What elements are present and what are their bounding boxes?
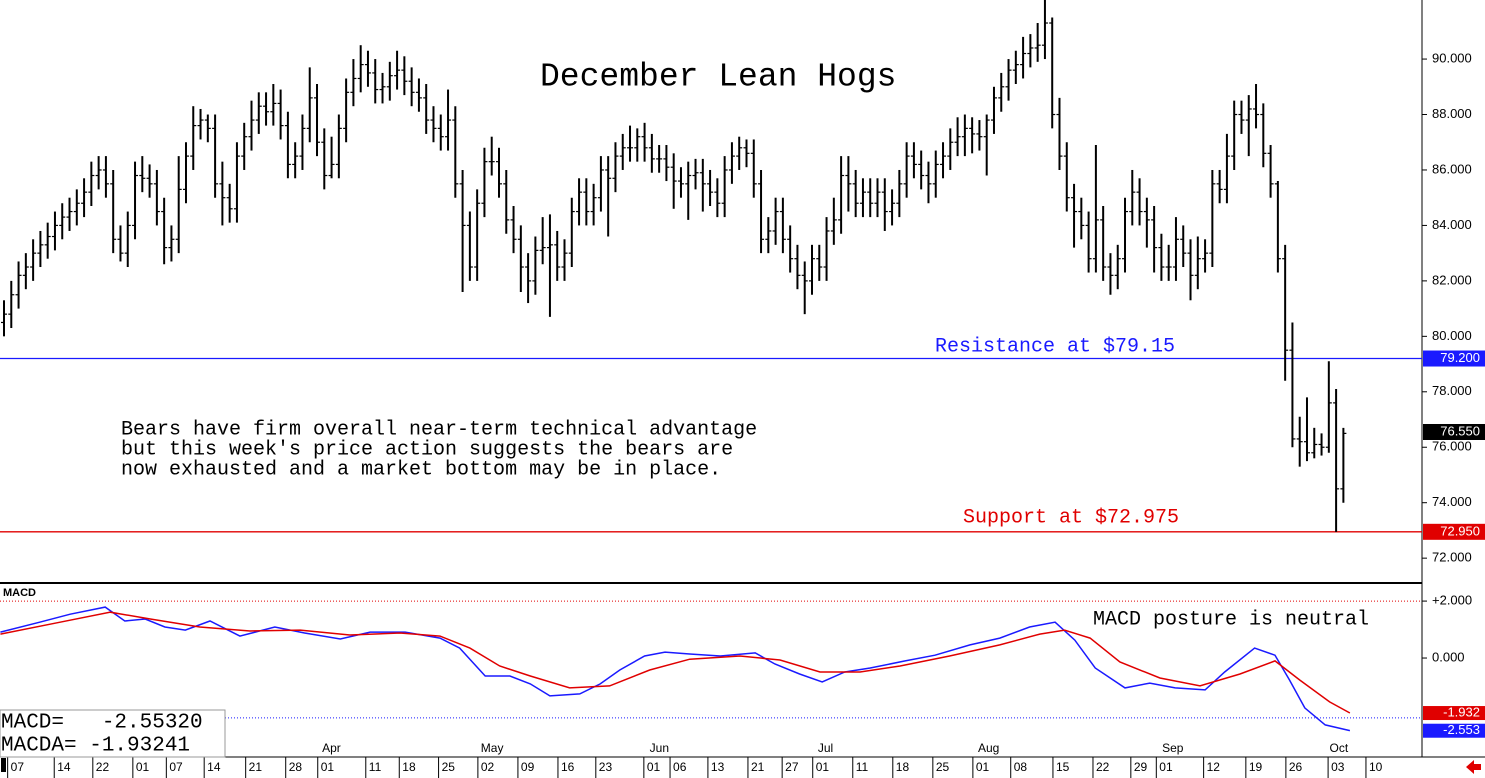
month-label: Jun bbox=[650, 741, 669, 755]
y-tick-label: 76.000 bbox=[1432, 439, 1472, 454]
y-tick-label: +2.000 bbox=[1432, 593, 1472, 608]
x-tick-label: 15 bbox=[1056, 760, 1070, 774]
macd-line bbox=[0, 611, 1351, 714]
x-tick-label: 18 bbox=[896, 760, 910, 774]
x-tick-label: 29 bbox=[1134, 760, 1148, 774]
x-tick-label: 13 bbox=[711, 760, 725, 774]
macd-badge-label: -2.553 bbox=[1443, 722, 1480, 737]
x-tick-label: 22 bbox=[96, 760, 110, 774]
macd-annotation: MACD posture is neutral bbox=[1093, 608, 1369, 631]
commentary: but this week's price action suggests th… bbox=[121, 438, 733, 461]
price-badge bbox=[1423, 423, 1485, 440]
x-tick-label: 26 bbox=[1289, 760, 1303, 774]
scroll-icon bbox=[1, 758, 6, 772]
x-tick-label: 08 bbox=[1014, 760, 1028, 774]
x-tick-label: 01 bbox=[816, 760, 830, 774]
month-label: May bbox=[481, 741, 504, 755]
month-label: Sep bbox=[1162, 741, 1184, 755]
y-tick-label: 80.000 bbox=[1432, 328, 1472, 343]
x-tick-label: 25 bbox=[936, 760, 950, 774]
y-tick-label: 78.000 bbox=[1432, 383, 1472, 398]
price-badge bbox=[1423, 350, 1485, 367]
readout-box bbox=[0, 709, 226, 758]
x-tick-label: 22 bbox=[1096, 760, 1110, 774]
y-tick-label: 74.000 bbox=[1432, 494, 1472, 509]
macd-badge bbox=[1423, 706, 1485, 721]
panel-label: MACD bbox=[3, 587, 36, 599]
x-tick-label: 01 bbox=[136, 760, 150, 774]
x-tick-label: 06 bbox=[673, 760, 687, 774]
x-tick-label: 01 bbox=[976, 760, 990, 774]
price-badge-label: 76.550 bbox=[1440, 423, 1480, 438]
scroll-arrow[interactable] bbox=[1466, 760, 1481, 774]
y-tick-label: 84.000 bbox=[1432, 217, 1472, 232]
chart-title: December Lean Hogs bbox=[540, 59, 896, 96]
y-tick-label: 72.000 bbox=[1432, 550, 1472, 565]
y-tick-label: 0.000 bbox=[1432, 649, 1465, 664]
x-tick-label: 14 bbox=[207, 760, 221, 774]
x-tick-label: 07 bbox=[11, 760, 25, 774]
resistance-label: Resistance at $79.15 bbox=[935, 335, 1175, 358]
x-tick-label: 21 bbox=[751, 760, 765, 774]
commentary: now exhausted and a market bottom may be… bbox=[121, 458, 721, 481]
x-tick-label: 01 bbox=[1159, 760, 1173, 774]
month-label: Jul bbox=[818, 741, 833, 755]
y-tick-label: 88.000 bbox=[1432, 106, 1472, 121]
month-label: Oct bbox=[1330, 741, 1349, 755]
x-tick-label: 07 bbox=[169, 760, 183, 774]
price-badge-label: 72.950 bbox=[1440, 523, 1480, 538]
macd-badge-label: -1.932 bbox=[1443, 704, 1480, 719]
x-tick-label: 01 bbox=[647, 760, 661, 774]
readout: MACDA= -1.93241 bbox=[1, 735, 190, 758]
x-tick-label: 09 bbox=[521, 760, 535, 774]
y-tick-label: 86.000 bbox=[1432, 161, 1472, 176]
x-tick-label: 12 bbox=[1207, 760, 1221, 774]
month-label: Apr bbox=[322, 741, 341, 755]
support-label: Support at $72.975 bbox=[963, 506, 1179, 529]
readout: MACD= -2.55320 bbox=[1, 712, 203, 735]
x-tick-label: 21 bbox=[249, 760, 263, 774]
x-tick-label: 10 bbox=[1369, 760, 1383, 774]
x-tick-label: 11 bbox=[369, 760, 382, 774]
x-tick-label: 28 bbox=[289, 760, 303, 774]
x-tick-label: 03 bbox=[1331, 760, 1345, 774]
commentary: Bears have firm overall near-term techni… bbox=[121, 418, 757, 441]
price-badge bbox=[1423, 523, 1485, 540]
x-tick-label: 01 bbox=[321, 760, 335, 774]
x-tick-label: 19 bbox=[1249, 760, 1263, 774]
x-tick-label: 11 bbox=[856, 760, 869, 774]
y-tick-label: 82.000 bbox=[1432, 272, 1472, 287]
x-tick-label: 27 bbox=[785, 760, 799, 774]
month-label: Aug bbox=[978, 741, 999, 755]
price-badge-label: 79.200 bbox=[1440, 350, 1480, 365]
x-tick-label: 02 bbox=[481, 760, 495, 774]
x-tick-label: 23 bbox=[599, 760, 613, 774]
x-tick-label: 18 bbox=[402, 760, 416, 774]
x-tick-label: 25 bbox=[442, 760, 456, 774]
y-tick-label: 90.000 bbox=[1432, 50, 1472, 65]
x-tick-label: 14 bbox=[57, 760, 71, 774]
macd-badge bbox=[1423, 723, 1485, 738]
x-tick-label: 16 bbox=[561, 760, 575, 774]
macd-line bbox=[0, 606, 1351, 732]
